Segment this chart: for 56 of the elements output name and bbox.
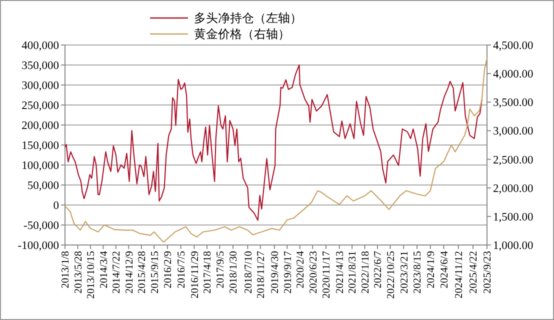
y2-tick-label: 1,000.00 (493, 240, 534, 252)
y2-tick-label: 4,500.00 (493, 40, 534, 52)
x-tick-label: 2014/3/4 (98, 250, 110, 288)
y-tick-label: 300,000 (22, 80, 60, 92)
line-series (64, 58, 488, 243)
x-tick-label: 2022/10/25 (386, 251, 397, 299)
y-tick-label: -50,000 (24, 220, 60, 232)
y-tick-label: 400,000 (22, 40, 60, 52)
x-tick-label: 2021/8/31 (348, 251, 359, 294)
line-series (64, 64, 482, 221)
x-tick-label: 2019/4/30 (270, 251, 282, 294)
x-tick-label: 2013/5/28 (73, 251, 84, 294)
x-tick-label: 2019/9/17 (282, 251, 294, 294)
y-tick-label: 250,000 (22, 100, 60, 112)
x-tick-label: 2024/6/4 (439, 250, 450, 288)
x-tick-label: 2020/6/23 (308, 251, 320, 294)
y-tick-label: -100,000 (18, 240, 60, 252)
y-tick-label: 0 (53, 200, 60, 212)
x-tick-label: 2014/12/9 (124, 251, 136, 294)
y2-tick-label: 3,500.00 (493, 97, 534, 110)
legend-label: 多头净持仓（左轴） (194, 11, 302, 26)
legend-label: 黄金价格（右轴） (194, 27, 290, 42)
y2-tick-label: 2,000.00 (493, 182, 534, 195)
x-tick-label: 2018/1/30 (228, 251, 240, 294)
x-tick-label: 2024/11/12 (454, 251, 466, 298)
y2-tick-label: 2,500.00 (493, 154, 534, 166)
x-tick-label: 2020/11/17 (322, 251, 333, 298)
x-tick-label: 2025/4/22 (468, 251, 480, 294)
x-tick-label: 2024/1/9 (426, 251, 438, 288)
x-tick-label: 2016/7/5 (176, 251, 188, 288)
x-tick-label: 2018/11/27 (256, 251, 268, 298)
y2-tick-label: 3,000.00 (493, 126, 534, 138)
x-tick-label: 2016/11/29 (190, 251, 201, 298)
x-tick-label: 2022/6/7 (373, 251, 384, 288)
x-tick-label: 2016/2/9 (163, 251, 174, 288)
x-tick-label: 2020/2/4 (296, 250, 307, 288)
x-tick-label: 2013/1/8 (60, 251, 72, 288)
y-tick-label: 350,000 (22, 60, 60, 72)
y2-tick-label: 4,000.00 (493, 68, 534, 81)
y-tick-label: 200,000 (22, 120, 60, 132)
x-tick-label: 2015/9/15 (150, 251, 161, 294)
x-tick-label: 2023/8/15 (412, 251, 424, 294)
x-tick-label: 2013/10/15 (86, 251, 98, 299)
x-tick-label: 2017/9/5 (215, 251, 226, 288)
y-tick-label: 50,000 (27, 180, 60, 192)
x-tick-label: 2017/4/18 (202, 251, 214, 294)
y-tick-label: 100,000 (22, 160, 60, 172)
x-tick-label: 2023/3/21 (399, 251, 410, 294)
x-tick-label: 2018/7/10 (243, 251, 254, 294)
y-tick-label: 150,000 (22, 140, 60, 152)
x-tick-label: 2014/7/22 (112, 251, 123, 294)
x-tick-label: 2025/9/23 (482, 251, 494, 294)
y2-tick-label: 1,500.00 (493, 211, 534, 224)
x-tick-label: 2022/1/18 (360, 251, 372, 294)
x-tick-label: 2021/4/13 (335, 251, 346, 294)
x-tick-label: 2015/4/28 (137, 251, 148, 294)
